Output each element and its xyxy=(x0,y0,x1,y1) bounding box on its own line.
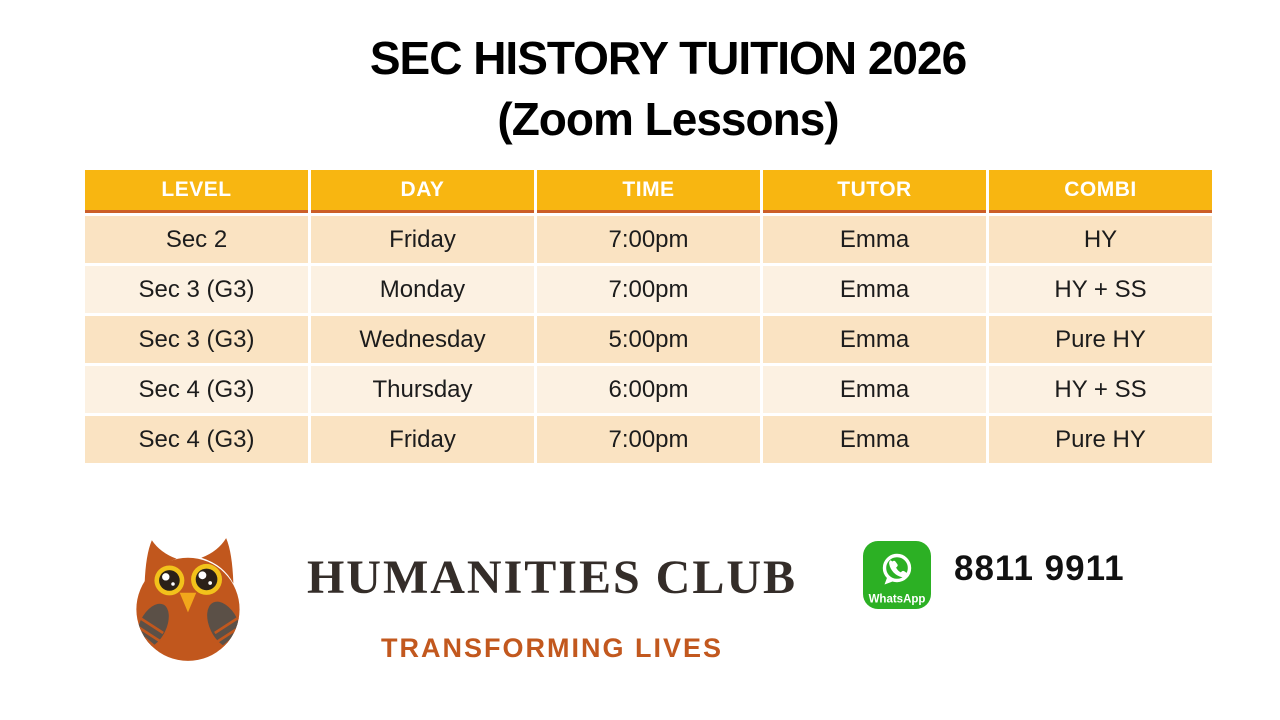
table-cell: HY xyxy=(989,216,1212,263)
table-cell: Sec 3 (G3) xyxy=(85,266,308,313)
table-cell: 6:00pm xyxy=(537,366,760,413)
table-cell: Emma xyxy=(763,416,986,463)
brand-tagline: TRANSFORMING LIVES xyxy=(380,633,723,663)
table-cell: Emma xyxy=(763,366,986,413)
table-cell: Wednesday xyxy=(311,316,534,363)
table-cell: Emma xyxy=(763,216,986,263)
table-cell: 7:00pm xyxy=(537,416,760,463)
table-row: Sec 2 Friday 7:00pm Emma HY xyxy=(85,216,1212,263)
brand-name: HUMANITIES CLUB xyxy=(306,551,798,604)
column-header-level: LEVEL xyxy=(85,170,308,213)
table-cell: Sec 4 (G3) xyxy=(85,416,308,463)
table-cell: Friday xyxy=(311,416,534,463)
table-cell: Sec 3 (G3) xyxy=(85,316,308,363)
table-cell: Emma xyxy=(763,316,986,363)
title-line-1: SEC HISTORY TUITION 2026 xyxy=(369,32,967,84)
table-row: Sec 4 (G3) Friday 7:00pm Emma Pure HY xyxy=(85,416,1212,463)
table-row: Sec 4 (G3) Thursday 6:00pm Emma HY + SS xyxy=(85,366,1212,413)
table-cell: Pure HY xyxy=(989,416,1212,463)
table-cell: Thursday xyxy=(311,366,534,413)
page-title: SEC HISTORY TUITION 2026 (Zoom Lessons) xyxy=(56,28,1280,150)
table-cell: HY + SS xyxy=(989,366,1212,413)
phone-number: 8811 9911 xyxy=(954,549,1125,588)
column-header-combi: COMBI xyxy=(989,170,1212,213)
table-cell: Friday xyxy=(311,216,534,263)
table-cell: 7:00pm xyxy=(537,216,760,263)
column-header-day: DAY xyxy=(311,170,534,213)
table-cell: 7:00pm xyxy=(537,266,760,313)
table-row: Sec 3 (G3) Wednesday 5:00pm Emma Pure HY xyxy=(85,316,1212,363)
table-cell: Sec 4 (G3) xyxy=(85,366,308,413)
schedule-table-container: LEVEL DAY TIME TUTOR COMBI Sec 2 Friday … xyxy=(82,167,1215,466)
column-header-tutor: TUTOR xyxy=(763,170,986,213)
whatsapp-label: WhatsApp xyxy=(869,594,926,606)
table-cell: HY + SS xyxy=(989,266,1212,313)
whatsapp-icon: WhatsApp xyxy=(863,541,931,609)
schedule-table: LEVEL DAY TIME TUTOR COMBI Sec 2 Friday … xyxy=(82,167,1215,466)
table-cell: Monday xyxy=(311,266,534,313)
title-line-2: (Zoom Lessons) xyxy=(497,93,839,145)
header-row: LEVEL DAY TIME TUTOR COMBI xyxy=(85,170,1212,213)
column-header-time: TIME xyxy=(537,170,760,213)
table-cell: Pure HY xyxy=(989,316,1212,363)
table-cell: Emma xyxy=(763,266,986,313)
table-cell: Sec 2 xyxy=(85,216,308,263)
table-row: Sec 3 (G3) Monday 7:00pm Emma HY + SS xyxy=(85,266,1212,313)
owl-icon xyxy=(136,538,240,661)
table-cell: 5:00pm xyxy=(537,316,760,363)
